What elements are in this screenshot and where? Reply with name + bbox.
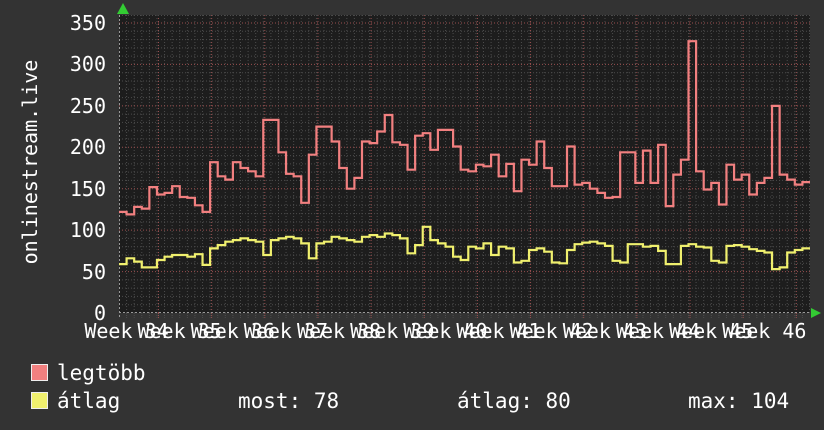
site-name-vertical-label: onlinestream.live [18,59,42,265]
plot-area [119,15,810,318]
x-tick-label: Week 35 [137,319,222,343]
series-legtobb [119,40,810,216]
x-tick-label: Week 34 [84,319,169,343]
y-tick-label: 350 [69,11,106,35]
chart-canvas [119,15,810,318]
stat-most-label: most: [238,389,302,413]
x-axis-arrow-right-icon [811,308,821,318]
x-tick-label: Week 44 [615,319,701,343]
series-atlag [119,225,810,271]
x-tick-label: Week 38 [296,319,382,343]
stat-max: max: 104 [688,389,789,413]
x-tick-label: Week 36 [190,319,275,343]
stat-atlag: átlag: 80 [457,389,571,413]
x-tick-label: Week 41 [456,319,541,343]
x-tick-label: Week 43 [562,319,647,343]
y-tick-label: 250 [69,93,106,118]
stat-atlag-value: 80 [545,389,571,413]
stat-max-value: 104 [751,389,790,413]
x-tick-label: Week 45 [669,319,754,343]
y-tick-label: 300 [69,52,106,77]
stat-max-label: max: [688,389,739,413]
x-tick-label: Week 40 [403,319,488,343]
y-tick-label: 200 [69,135,106,160]
y-axis-arrow-up-icon [117,3,129,14]
legend-swatch-legtobb [31,364,48,381]
y-tick-label: 50 [81,259,106,284]
legend-swatch-atlag [31,392,48,409]
legend-label-atlag: átlag [57,389,121,413]
stat-most: most: 78 [238,389,339,413]
x-tick-label: Week 46 [722,319,807,343]
x-tick-label: Week 37 [243,319,329,343]
legend-label-legtobb: legtöbb [57,361,146,385]
y-tick-label: 100 [69,218,106,243]
stat-most-value: 78 [313,389,340,413]
stat-atlag-label: átlag: [457,389,533,413]
x-tick-label: Week 39 [350,319,435,343]
y-tick-label: 150 [69,176,106,201]
x-tick-label: Week 42 [509,319,594,343]
y-tick-label: 0 [93,301,106,325]
